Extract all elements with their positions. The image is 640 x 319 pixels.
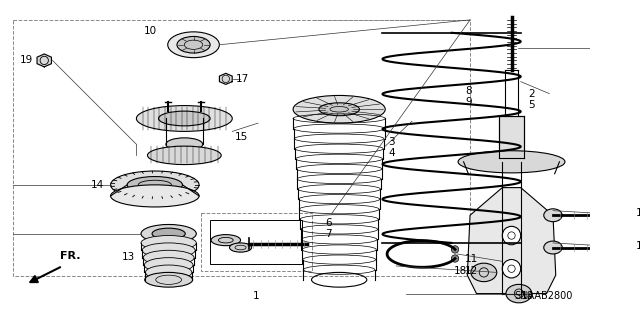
Ellipse shape [145,265,192,280]
Text: 13: 13 [122,252,136,262]
Circle shape [451,246,459,253]
Ellipse shape [111,171,199,199]
Ellipse shape [293,95,385,123]
Ellipse shape [544,209,562,222]
Polygon shape [37,54,51,67]
Text: 14: 14 [91,180,104,190]
Bar [201,213,312,271]
Ellipse shape [141,235,196,250]
Text: 7: 7 [325,229,332,239]
Ellipse shape [319,103,360,116]
Text: 9: 9 [465,97,472,107]
Text: 19: 19 [20,56,33,65]
Ellipse shape [127,176,182,193]
Ellipse shape [143,250,194,265]
Ellipse shape [166,138,203,151]
Ellipse shape [211,234,241,246]
Polygon shape [467,188,556,293]
Ellipse shape [471,263,497,282]
Bar [13,20,470,276]
Polygon shape [220,73,232,85]
Text: 15: 15 [235,132,248,142]
Ellipse shape [152,228,185,239]
Ellipse shape [141,225,196,243]
Ellipse shape [544,241,562,254]
Text: 18: 18 [454,265,467,276]
Text: 12: 12 [465,265,477,276]
Text: 16: 16 [636,208,640,219]
Text: 8: 8 [465,86,472,96]
Ellipse shape [506,284,532,303]
Ellipse shape [159,111,210,126]
Text: 3: 3 [388,137,395,146]
Ellipse shape [168,32,220,58]
Text: 10: 10 [143,26,157,36]
Text: FR.: FR. [60,251,81,261]
Text: 18: 18 [521,291,534,301]
Circle shape [502,226,521,245]
Text: 1: 1 [253,291,260,301]
Ellipse shape [111,185,199,207]
Ellipse shape [142,243,195,258]
Ellipse shape [145,258,193,272]
Text: 2: 2 [528,89,535,99]
Text: 4: 4 [388,148,395,158]
Text: 17: 17 [236,74,249,84]
Circle shape [502,259,521,278]
Ellipse shape [136,106,232,131]
Bar [210,220,302,264]
Text: SNAAB2800: SNAAB2800 [515,291,573,301]
Text: 16: 16 [636,241,640,251]
Circle shape [451,255,459,262]
Text: 11: 11 [465,255,477,264]
Ellipse shape [230,243,252,252]
Ellipse shape [458,151,565,173]
Text: 6: 6 [325,218,332,228]
Ellipse shape [147,146,221,165]
Ellipse shape [177,36,210,53]
Ellipse shape [145,272,193,287]
Bar [499,116,524,158]
Text: 5: 5 [528,100,535,110]
